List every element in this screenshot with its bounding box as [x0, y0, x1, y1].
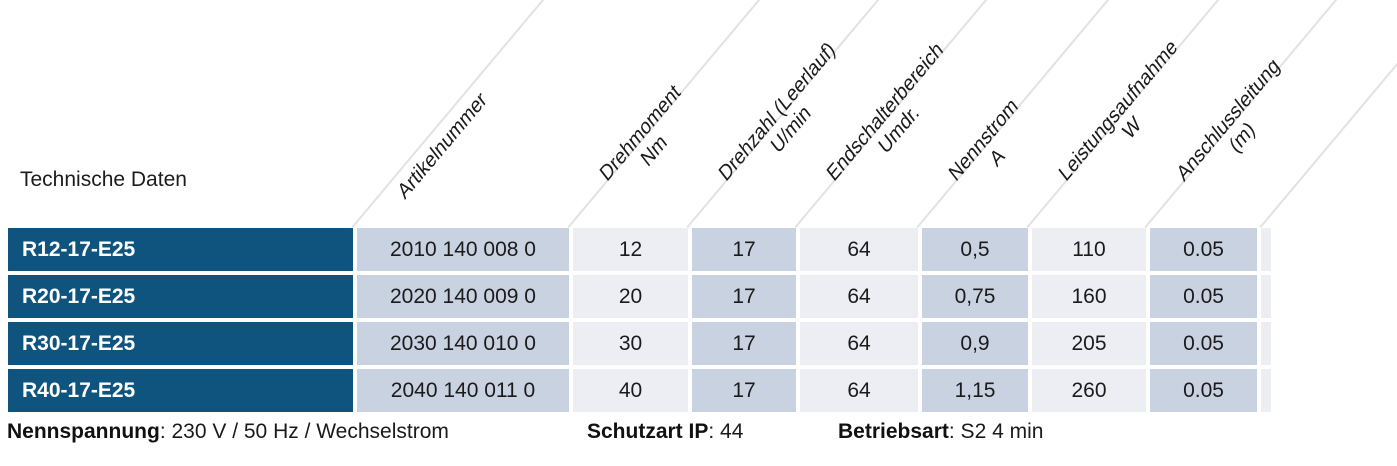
- schutzart-label: Schutzart IP: [587, 420, 709, 443]
- model-cell: R12-17-E25: [8, 228, 353, 271]
- column-header-drehmoment: Drehmoment Nm: [596, 80, 698, 204]
- drehzahl-cell: 17: [692, 228, 796, 271]
- drehmoment-cell: 12: [573, 228, 688, 271]
- anschluss-cell: 0.05: [1150, 369, 1257, 412]
- betriebsart-note: Betriebsart: S2 4 min: [838, 420, 1043, 444]
- nennspannung-value: : 230 V / 50 Hz / Wechselstrom: [159, 420, 449, 443]
- artikelnummer-cell: 2030 140 010 0: [357, 322, 569, 365]
- header-diagonal-line: [351, 0, 553, 228]
- betriebsart-label: Betriebsart: [838, 420, 949, 443]
- schutzart-note: Schutzart IP: 44: [587, 420, 743, 444]
- schutzart-value: : 44: [708, 420, 744, 443]
- nennspannung-note: Nennspannung: 230 V / 50 Hz / Wechselstr…: [7, 420, 449, 444]
- anschluss-cell: 0.05: [1150, 228, 1257, 271]
- endschalter-cell: 64: [800, 275, 918, 318]
- technical-data-table: R12-17-E25 2010 140 008 0 12 17 64 0,5 1…: [8, 228, 1271, 412]
- drehmoment-cell: 30: [573, 322, 688, 365]
- footer-notes: Nennspannung: 230 V / 50 Hz / Wechselstr…: [0, 420, 1397, 450]
- spacer-cell: [1261, 275, 1271, 318]
- leistung-cell: 160: [1032, 275, 1146, 318]
- nennstrom-cell: 1,15: [922, 369, 1028, 412]
- table-header-area: Technische Daten Artikelnummer Drehmomen…: [0, 0, 1397, 228]
- artikelnummer-cell: 2020 140 009 0: [357, 275, 569, 318]
- endschalter-cell: 64: [800, 369, 918, 412]
- anschluss-cell: 0.05: [1150, 322, 1257, 365]
- drehzahl-cell: 17: [692, 322, 796, 365]
- endschalter-cell: 64: [800, 228, 918, 271]
- drehmoment-cell: 40: [573, 369, 688, 412]
- nennspannung-label: Nennspannung: [7, 420, 160, 443]
- drehmoment-cell: 20: [573, 275, 688, 318]
- spacer-cell: [1261, 228, 1271, 271]
- leistung-cell: 205: [1032, 322, 1146, 365]
- spacer-cell: [1261, 322, 1271, 365]
- column-header-label: Drehzahl (Leerlauf): [715, 37, 840, 187]
- betriebsart-value: : S2 4 min: [948, 420, 1044, 443]
- column-header-label: Leistungsaufnahme: [1055, 34, 1182, 187]
- artikelnummer-cell: 2040 140 011 0: [357, 369, 569, 412]
- drehzahl-cell: 17: [692, 275, 796, 318]
- nennstrom-cell: 0,5: [922, 228, 1028, 271]
- header-diagonal-line: [1259, 0, 1397, 228]
- page-title: Technische Daten: [20, 168, 187, 191]
- column-header-artikelnummer: Artikelnummer: [394, 88, 491, 204]
- artikelnummer-cell: 2010 140 008 0: [357, 228, 569, 271]
- column-header-nennstrom: Nennstrom A: [945, 94, 1036, 204]
- model-cell: R20-17-E25: [8, 275, 353, 318]
- model-cell: R40-17-E25: [8, 369, 353, 412]
- column-header-label: Artikelnummer: [394, 87, 491, 204]
- leistung-cell: 110: [1032, 228, 1146, 271]
- nennstrom-cell: 0,9: [922, 322, 1028, 365]
- leistung-cell: 260: [1032, 369, 1146, 412]
- nennstrom-cell: 0,75: [922, 275, 1028, 318]
- column-header-leistungsaufnahme: Leistungsaufnahme W: [1055, 35, 1195, 204]
- spacer-cell: [1261, 369, 1271, 412]
- column-header-anschlussleitung: Anschlussleitung (m): [1173, 54, 1297, 204]
- model-cell: R30-17-E25: [8, 322, 353, 365]
- drehzahl-cell: 17: [692, 369, 796, 412]
- endschalter-cell: 64: [800, 322, 918, 365]
- anschluss-cell: 0.05: [1150, 275, 1257, 318]
